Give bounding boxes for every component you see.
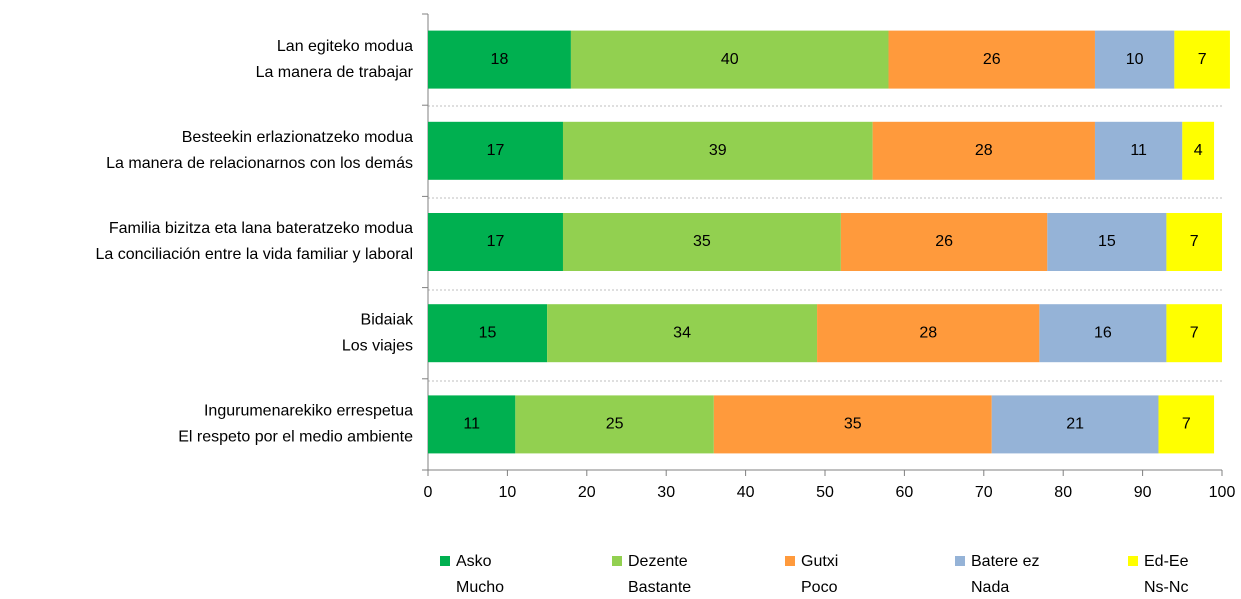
data-label: 4 bbox=[1194, 142, 1203, 159]
data-label: 39 bbox=[709, 142, 727, 159]
data-label: 35 bbox=[844, 416, 862, 433]
data-label: 28 bbox=[975, 142, 993, 159]
legend-label: Dezente bbox=[628, 553, 688, 570]
bar-segment bbox=[713, 395, 992, 454]
bar-segment bbox=[428, 121, 563, 180]
x-tick-label: 30 bbox=[657, 484, 675, 501]
bar-segment bbox=[991, 395, 1159, 454]
legend-label: Ed-Ee bbox=[1144, 553, 1189, 570]
x-tick-label: 90 bbox=[1134, 484, 1152, 501]
legend-marker bbox=[955, 556, 965, 566]
x-tick-label: 100 bbox=[1209, 484, 1236, 501]
data-label: 10 bbox=[1126, 51, 1144, 68]
category-label: La manera de relacionarnos con los demás bbox=[106, 155, 413, 172]
data-label: 11 bbox=[1130, 142, 1147, 159]
legend-label: Asko bbox=[456, 553, 492, 570]
bar-segment bbox=[562, 121, 873, 180]
legend-marker bbox=[785, 556, 795, 566]
bar-segment bbox=[1166, 304, 1222, 363]
data-label: 34 bbox=[673, 324, 691, 341]
bar-segment bbox=[428, 395, 516, 454]
data-label: 7 bbox=[1190, 324, 1199, 341]
x-tick-label: 20 bbox=[578, 484, 596, 501]
bar-segment bbox=[570, 30, 889, 89]
x-tick-label: 0 bbox=[424, 484, 433, 501]
legend-marker bbox=[440, 556, 450, 566]
legend-label: Batere ez bbox=[971, 553, 1039, 570]
data-label: 15 bbox=[479, 324, 497, 341]
category-label: Besteekin erlazionatzeko modua bbox=[182, 129, 413, 146]
bar-segment bbox=[872, 121, 1095, 180]
bar-segment bbox=[817, 304, 1040, 363]
data-label: 21 bbox=[1066, 416, 1084, 433]
data-label: 18 bbox=[491, 51, 509, 68]
row-separators bbox=[428, 105, 1222, 382]
bar-segment bbox=[1166, 213, 1222, 271]
data-label: 40 bbox=[721, 51, 739, 68]
data-label: 17 bbox=[487, 142, 505, 159]
category-label: Familia bizitza eta lana bateratzeko mod… bbox=[109, 220, 413, 237]
bar-segment bbox=[515, 395, 714, 454]
bar-segment bbox=[1158, 395, 1215, 454]
category-label: La manera de trabajar bbox=[256, 64, 414, 81]
category-label: El respeto por el medio ambiente bbox=[178, 429, 413, 446]
x-tick-label: 40 bbox=[737, 484, 755, 501]
bar-segment bbox=[547, 304, 818, 363]
bar-segment bbox=[428, 213, 563, 271]
bar-segment bbox=[1094, 121, 1183, 180]
legend-label: Poco bbox=[801, 579, 838, 594]
bar-segment bbox=[428, 304, 548, 363]
legend-label: Mucho bbox=[456, 579, 504, 594]
category-label: Bidaiak bbox=[361, 311, 414, 328]
data-label: 26 bbox=[935, 233, 953, 250]
data-label: 35 bbox=[693, 233, 711, 250]
data-label: 26 bbox=[983, 51, 1001, 68]
legend-marker bbox=[1128, 556, 1138, 566]
bar-segment bbox=[1039, 304, 1167, 363]
bar-segment bbox=[1182, 121, 1215, 180]
x-tick-label: 70 bbox=[975, 484, 993, 501]
bar-segment bbox=[1094, 30, 1175, 89]
data-label: 7 bbox=[1182, 416, 1191, 433]
data-label: 7 bbox=[1198, 51, 1207, 68]
legend-label: Gutxi bbox=[801, 553, 838, 570]
x-tick-label: 80 bbox=[1054, 484, 1072, 501]
legend-label: Ns-Nc bbox=[1144, 579, 1188, 594]
legend-label: Bastante bbox=[628, 579, 691, 594]
bar-segment bbox=[1174, 30, 1230, 89]
legend-label: Nada bbox=[971, 579, 1009, 594]
category-label: La conciliación entre la vida familiar y… bbox=[96, 246, 414, 263]
data-label: 7 bbox=[1190, 233, 1199, 250]
data-label: 17 bbox=[487, 233, 505, 250]
bar-segment bbox=[840, 213, 1048, 271]
category-label: Ingurumenarekiko errespetua bbox=[204, 403, 413, 420]
data-label: 15 bbox=[1098, 233, 1116, 250]
data-label: 16 bbox=[1094, 324, 1112, 341]
x-tick-label: 10 bbox=[499, 484, 517, 501]
bar-segment bbox=[1047, 213, 1167, 271]
x-tick-label: 60 bbox=[896, 484, 914, 501]
legend-marker bbox=[612, 556, 622, 566]
data-label: 28 bbox=[919, 324, 937, 341]
x-tick-label: 50 bbox=[816, 484, 834, 501]
bar-segment bbox=[428, 30, 571, 89]
category-label: Los viajes bbox=[342, 337, 413, 354]
bar-segment bbox=[888, 30, 1095, 89]
bar-segment bbox=[562, 213, 841, 271]
category-label: Lan egiteko modua bbox=[277, 38, 413, 55]
data-label: 25 bbox=[606, 416, 624, 433]
data-label: 11 bbox=[463, 416, 480, 433]
